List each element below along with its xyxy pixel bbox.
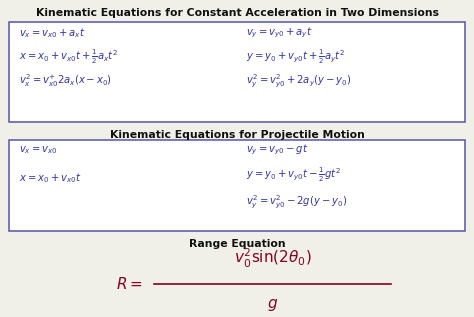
Text: $x = x_0 + v_{x0}t$: $x = x_0 + v_{x0}t$ (19, 171, 82, 185)
Text: $x = x_0 + v_{x0}t + \frac{1}{2}a_x t^2$: $x = x_0 + v_{x0}t + \frac{1}{2}a_x t^2$ (19, 48, 118, 66)
Text: $v_x = v_{x0}$: $v_x = v_{x0}$ (19, 145, 58, 157)
Text: $g$: $g$ (267, 297, 278, 313)
Text: $y = y_0 + v_{y0}t + \frac{1}{2}a_y t^2$: $y = y_0 + v_{y0}t + \frac{1}{2}a_y t^2$ (246, 48, 346, 66)
Text: $v_x^2 = v_{x0}^{+}2a_x(x - x_0)$: $v_x^2 = v_{x0}^{+}2a_x(x - x_0)$ (19, 73, 112, 89)
Text: $y = y_0 + v_{y0}t - \frac{1}{2}gt^2$: $y = y_0 + v_{y0}t - \frac{1}{2}gt^2$ (246, 166, 341, 184)
Text: Range Equation: Range Equation (189, 239, 285, 249)
Bar (9, 22, 465, 122)
Text: $v_x = v_{x0} + a_x t$: $v_x = v_{x0} + a_x t$ (19, 26, 85, 40)
Text: $v_y^2 = v_{y0}^2 + 2a_y(y - y_0)$: $v_y^2 = v_{y0}^2 + 2a_y(y - y_0)$ (246, 72, 352, 89)
Text: $v_y = v_{y0} - gt$: $v_y = v_{y0} - gt$ (246, 143, 309, 157)
Text: $v_y = v_{y0} + a_y t$: $v_y = v_{y0} + a_y t$ (246, 26, 313, 41)
Bar (9, 140, 465, 231)
Text: Kinematic Equations for Constant Acceleration in Two Dimensions: Kinematic Equations for Constant Acceler… (36, 8, 438, 18)
Text: Kinematic Equations for Projectile Motion: Kinematic Equations for Projectile Motio… (109, 130, 365, 140)
Text: $v_y^2 = v_{y0}^2 - 2g(y - y_0)$: $v_y^2 = v_{y0}^2 - 2g(y - y_0)$ (246, 194, 347, 211)
Text: $v_0^2 \sin(2\theta_0)$: $v_0^2 \sin(2\theta_0)$ (234, 247, 311, 270)
Text: $R = $: $R = $ (116, 276, 142, 292)
